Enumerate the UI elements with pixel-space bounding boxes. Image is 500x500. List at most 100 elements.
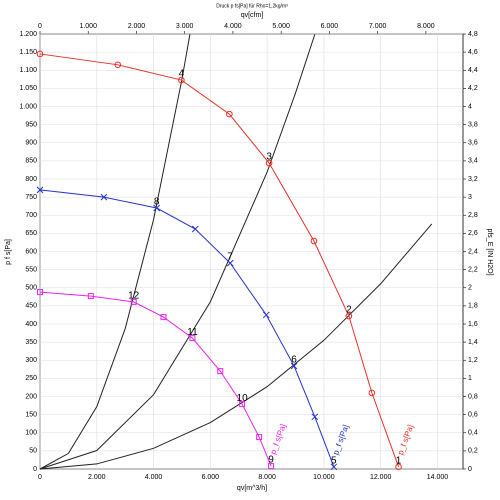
x-tick-label: 0: [38, 474, 42, 481]
y2-tick-label: 2: [468, 285, 472, 292]
y-tick-label: 150: [25, 411, 37, 418]
y2-tick-label: 4,2: [468, 85, 478, 92]
y2-tick-label: 3,6: [468, 140, 478, 147]
y-tick-label: 1.000: [19, 103, 37, 110]
x-tick-label: 8.000: [258, 474, 276, 481]
y-tick-label: 400: [25, 321, 37, 328]
y2-tick-label: 4,6: [468, 49, 478, 56]
marker: [217, 368, 224, 375]
point-label: 8: [154, 197, 160, 208]
y2-tick-label: 1,6: [468, 321, 478, 328]
y-tick-label: 100: [25, 430, 37, 437]
y2-tick-label: 1,4: [468, 339, 478, 346]
system-curve: [39, 34, 316, 470]
y-tick-label: 900: [25, 140, 37, 147]
point-label: 9: [268, 455, 274, 466]
point-label: 3: [266, 152, 272, 163]
point-label: 2: [346, 305, 352, 316]
y-tick-label: 500: [25, 285, 37, 292]
y-tick-label: 200: [25, 393, 37, 400]
point-label: 7: [227, 252, 233, 263]
y2-tick-label: 2,6: [468, 230, 478, 237]
marker: [226, 110, 233, 118]
marker: [87, 293, 94, 300]
marker: [226, 259, 234, 267]
y-axis-label: p f s[Pa]: [5, 239, 12, 265]
y-tick-label: 650: [25, 230, 37, 237]
x-tick-label: 6.000: [202, 474, 220, 481]
y2-tick-label: 0,8: [468, 393, 478, 400]
y2-tick-label: 4,8: [468, 31, 478, 38]
y-tick-label: 1.150: [19, 49, 37, 56]
series-label: p_f s[Pa]: [396, 423, 415, 456]
y2-tick-label: 3,8: [468, 121, 478, 128]
point-label: 4: [179, 69, 185, 80]
marker: [37, 289, 43, 296]
series-label: p_f s[Pa]: [331, 423, 350, 456]
y-tick-label: 1.100: [19, 67, 37, 74]
y2-tick-label: 2,4: [468, 248, 478, 255]
marker: [395, 463, 402, 471]
y2-tick-label: 3,4: [468, 158, 478, 165]
y-tick-label: 750: [25, 194, 37, 201]
x2-tick-label: 4.000: [224, 23, 242, 30]
y-tick-label: 700: [25, 212, 37, 219]
y-tick-label: 950: [25, 121, 37, 128]
marker: [100, 193, 108, 201]
marker: [36, 50, 44, 58]
y-tick-label: 250: [25, 375, 37, 382]
x2-tick-label: 7.000: [369, 23, 387, 30]
marker: [130, 298, 137, 305]
marker: [265, 159, 273, 167]
y2-tick-label: 1,2: [468, 357, 478, 364]
y2-tick-label: 0,4: [468, 430, 478, 437]
marker: [239, 401, 246, 408]
y-tick-label: 600: [25, 248, 37, 255]
x-axis-label: qv[m^3/h]: [237, 485, 267, 492]
y-tick-label: 300: [25, 357, 37, 364]
y2-tick-label: 2,8: [468, 212, 478, 219]
x2-tick-label: 8.000: [417, 23, 435, 30]
marker: [345, 312, 353, 320]
y2-tick-label: 0: [468, 466, 472, 473]
x2-tick-label: 5.000: [272, 23, 290, 30]
y-tick-label: 850: [25, 158, 37, 165]
marker: [262, 311, 270, 319]
series-line: [39, 291, 272, 467]
marker: [114, 61, 122, 69]
point-label: 11: [187, 327, 198, 338]
y2-tick-label: 1: [468, 375, 472, 382]
x2-tick-label: 3.000: [176, 23, 194, 30]
point-label: 12: [128, 291, 140, 302]
y2-tick-label: 4,4: [468, 67, 478, 74]
y-tick-label: 0: [33, 466, 37, 473]
series-line: [39, 53, 400, 467]
x2-tick-label: 6.000: [321, 23, 339, 30]
marker: [268, 463, 275, 470]
y2-tick-label: 0,6: [468, 411, 478, 418]
y2-axis-label: pfs_E [IN H2O]: [486, 228, 493, 275]
y-tick-label: 50: [29, 448, 37, 455]
chart-title: Druck p fs[Pa] für Rho=1,2kg/m³: [216, 3, 288, 9]
x2-axis-label: qv[cfm]: [241, 12, 264, 19]
x-tick-label: 2.000: [88, 474, 106, 481]
y-tick-label: 550: [25, 266, 37, 273]
marker: [368, 389, 376, 397]
marker: [311, 413, 319, 421]
marker: [191, 225, 199, 233]
y2-tick-label: 1,8: [468, 303, 478, 310]
x-tick-label: 10.000: [313, 474, 335, 481]
marker: [153, 204, 161, 212]
x2-tick-label: 0: [38, 23, 42, 30]
y-tick-label: 800: [25, 176, 37, 183]
x-tick-label: 14.000: [427, 474, 449, 481]
x-tick-label: 12.000: [370, 474, 392, 481]
marker: [290, 362, 298, 370]
marker: [36, 186, 44, 194]
y2-tick-label: 3,2: [468, 176, 478, 183]
marker: [178, 76, 185, 84]
y-tick-label: 1.050: [19, 85, 37, 92]
marker: [310, 237, 318, 245]
point-label: 1: [396, 455, 402, 466]
